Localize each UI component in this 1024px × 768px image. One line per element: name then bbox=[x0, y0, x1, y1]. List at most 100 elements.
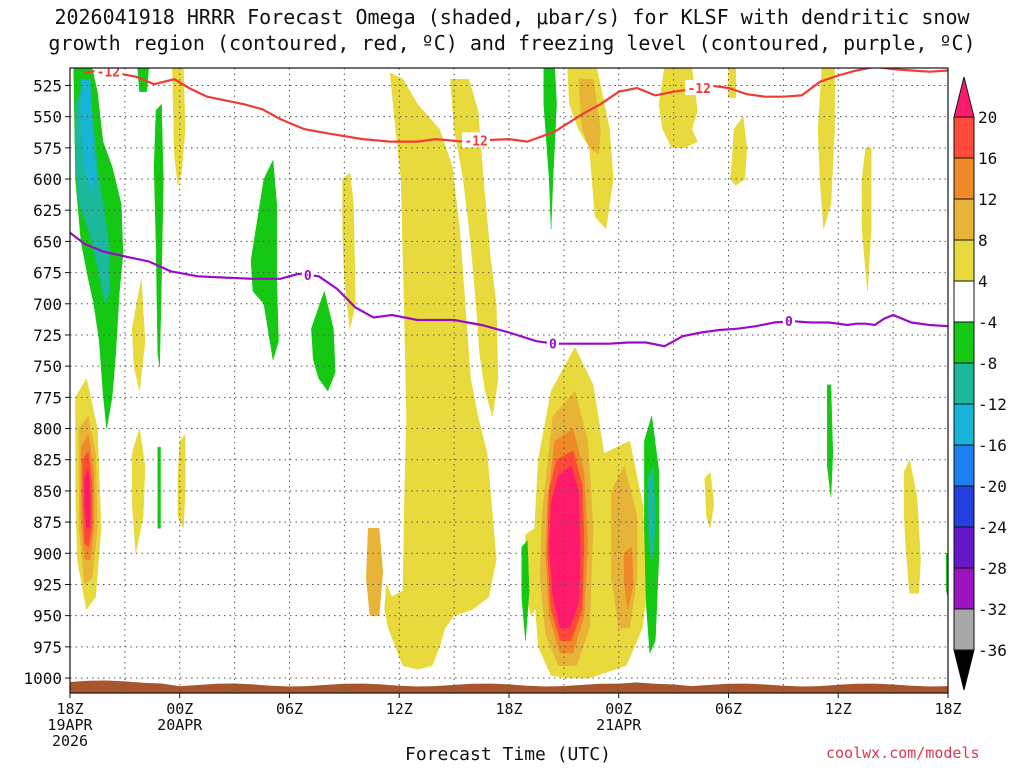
colorbar-label-1: 16 bbox=[978, 149, 997, 168]
y-tick-label-550: 550 bbox=[33, 108, 62, 127]
colorbar-label-12: -32 bbox=[978, 600, 1007, 619]
contour-label-bg-0-1 bbox=[462, 132, 491, 148]
title-line-1: 2026041918 HRRR Forecast Omega (shaded, … bbox=[54, 5, 970, 29]
omega-shading bbox=[70, 68, 948, 693]
colorbar-label-0: 20 bbox=[978, 108, 997, 127]
colorbar-label-9: -20 bbox=[978, 477, 1007, 496]
colorbar-label-3: 8 bbox=[978, 231, 988, 250]
colorbar-swatch-7 bbox=[953, 362, 975, 405]
y-tick-label-700: 700 bbox=[33, 295, 62, 314]
omega-region-8 bbox=[730, 116, 748, 186]
contour-label-bg-0-0 bbox=[94, 68, 123, 79]
colorbar-label-5: -4 bbox=[978, 313, 997, 332]
contour-label-bg-1-1 bbox=[546, 335, 559, 351]
x-tick-label-5-1: 21APR bbox=[596, 716, 642, 734]
x-axis-label: Forecast Time (UTC) bbox=[405, 744, 611, 765]
colorbar-label-13: -36 bbox=[978, 641, 1007, 660]
y-tick-label-575: 575 bbox=[33, 139, 62, 158]
colorbar-swatch-10 bbox=[953, 485, 975, 528]
contour-label-bg-1-2 bbox=[782, 313, 795, 329]
y-tick-label-875: 875 bbox=[33, 513, 62, 532]
contour-lines: -12 -12 -12 0 0 0 bbox=[70, 66, 948, 353]
y-tick-label-775: 775 bbox=[33, 388, 62, 407]
y-tick-label-625: 625 bbox=[33, 201, 62, 220]
omega-region-32 bbox=[153, 103, 164, 367]
y-tick-label-650: 650 bbox=[33, 232, 62, 251]
colorbar-swatch-12 bbox=[953, 567, 975, 610]
plot-background bbox=[70, 68, 948, 693]
y-tick-label-675: 675 bbox=[33, 264, 62, 283]
omega-region-25 bbox=[623, 546, 634, 610]
title-line-2: growth region (contoured, red, ºC) and f… bbox=[48, 31, 976, 55]
contour-line-1 bbox=[70, 231, 948, 348]
contour-label-0-1: -12 bbox=[464, 134, 487, 149]
omega-region-1 bbox=[342, 172, 356, 329]
y-tick-label-600: 600 bbox=[33, 170, 62, 189]
x-tick-label-3-0: 12Z bbox=[386, 700, 413, 718]
colorbar-swatch-2 bbox=[953, 157, 975, 200]
omega-region-11 bbox=[728, 68, 737, 99]
omega-region-0 bbox=[172, 68, 186, 186]
contour-label-bg-0-2 bbox=[685, 79, 714, 95]
colorbar-swatch-5 bbox=[953, 280, 975, 323]
omega-region-13 bbox=[704, 471, 715, 529]
y-tick-label-925: 925 bbox=[33, 575, 62, 594]
y-tick-label-525: 525 bbox=[33, 76, 62, 95]
x-tick-label-1-0: 00Z bbox=[166, 700, 193, 718]
omega-region-33 bbox=[157, 446, 161, 529]
colorbar-label-10: -24 bbox=[978, 518, 1007, 537]
omega-region-43 bbox=[80, 78, 96, 193]
colorbar-swatch-3 bbox=[953, 198, 975, 241]
y-axis: 525 550 575 600 625 650 675 700 725 750 775 800 825 8… bbox=[23, 76, 70, 688]
contour-label-1-1: 0 bbox=[549, 338, 557, 353]
colorbar-swatch-8 bbox=[953, 403, 975, 446]
colorbar-label-2: 12 bbox=[978, 190, 997, 209]
colorbar-swatch-9 bbox=[953, 444, 975, 487]
contour-label-0-2: -12 bbox=[687, 82, 710, 97]
source-credit: coolwx.com/models bbox=[826, 744, 980, 762]
grid-lines bbox=[70, 68, 948, 693]
colorbar-swatch-1 bbox=[953, 116, 975, 159]
omega-region-34 bbox=[250, 159, 279, 360]
y-tick-label-975: 975 bbox=[33, 638, 62, 657]
contour-label-0-0: -12 bbox=[97, 66, 120, 81]
omega-region-12 bbox=[903, 458, 921, 594]
omega-region-2 bbox=[384, 72, 497, 670]
x-tick-label-5-0: 00Z bbox=[605, 700, 632, 718]
colorbar-swatch-4 bbox=[953, 239, 975, 282]
colorbar-top-arrow bbox=[953, 76, 975, 118]
y-tick-label-725: 725 bbox=[33, 326, 62, 345]
omega-region-22 bbox=[578, 78, 601, 155]
colorbar-label-8: -16 bbox=[978, 436, 1007, 455]
omega-region-36 bbox=[543, 68, 557, 229]
omega-region-42 bbox=[647, 465, 656, 561]
x-tick-label-2-0: 06Z bbox=[276, 700, 303, 718]
omega-region-29 bbox=[84, 468, 91, 529]
y-tick-label-950: 950 bbox=[33, 607, 62, 626]
y-tick-label-750: 750 bbox=[33, 357, 62, 376]
chart-title: 2026041918 HRRR Forecast Omega (shaded, … bbox=[0, 4, 1024, 56]
x-tick-label-8-0: 18Z bbox=[934, 700, 961, 718]
y-tick-label-850: 850 bbox=[33, 482, 62, 501]
colorbar: 20 16 12 8 4 -4 -8 -12 -16 -20 -24 -28 -32 -36 bbox=[953, 76, 1007, 691]
colorbar-swatch-11 bbox=[953, 526, 975, 569]
omega-region-28 bbox=[548, 465, 581, 629]
y-tick-label-1000: 1000 bbox=[23, 669, 62, 688]
y-tick-label-825: 825 bbox=[33, 451, 62, 470]
x-tick-label-6-0: 06Z bbox=[715, 700, 742, 718]
x-tick-label-4-0: 18Z bbox=[495, 700, 522, 718]
y-tick-label-800: 800 bbox=[33, 420, 62, 439]
y-tick-label-900: 900 bbox=[33, 544, 62, 563]
colorbar-swatch-6 bbox=[953, 321, 975, 364]
omega-region-9 bbox=[817, 68, 835, 229]
colorbar-label-4: 4 bbox=[978, 272, 988, 291]
colorbar-label-6: -8 bbox=[978, 354, 997, 373]
colorbar-swatch-13 bbox=[953, 608, 975, 651]
x-tick-label-0-1: 19APR bbox=[47, 716, 93, 734]
x-tick-label-0-2: 2026 bbox=[52, 732, 88, 750]
colorbar-label-11: -28 bbox=[978, 559, 1007, 578]
omega-region-18 bbox=[366, 528, 384, 616]
omega-region-39 bbox=[827, 384, 834, 498]
